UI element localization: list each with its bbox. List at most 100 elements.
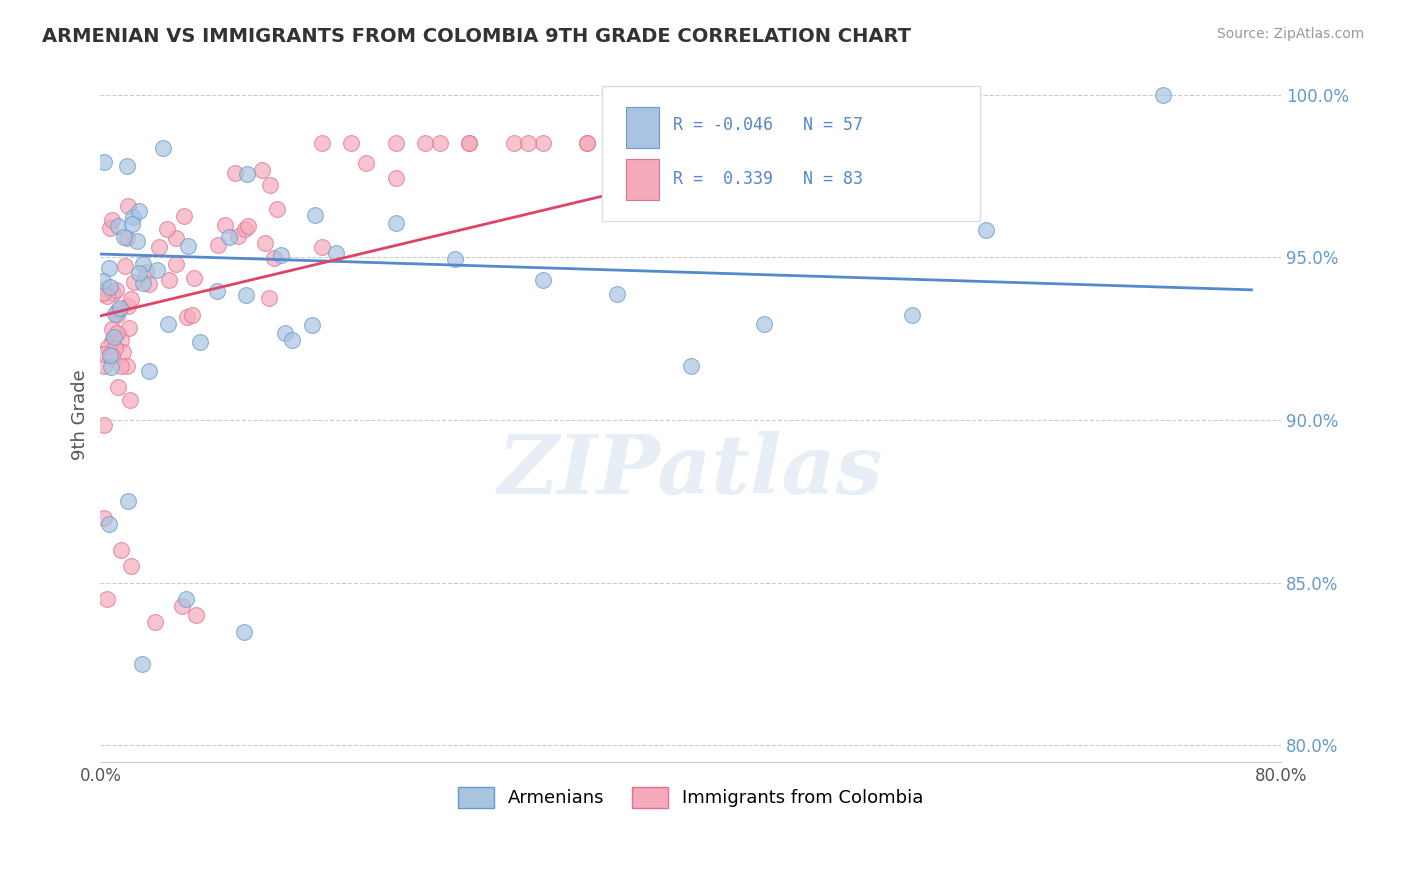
Point xyxy=(103,330,125,344)
Legend: Armenians, Immigrants from Colombia: Armenians, Immigrants from Colombia xyxy=(450,780,931,815)
Point xyxy=(117,494,139,508)
Point xyxy=(115,359,138,373)
Point xyxy=(91,274,114,288)
Point xyxy=(218,230,240,244)
Point xyxy=(183,271,205,285)
Point xyxy=(104,341,127,355)
Text: ZIPatlas: ZIPatlas xyxy=(498,431,883,510)
Point xyxy=(254,236,277,251)
Point xyxy=(128,203,150,218)
Text: R =  0.339   N = 83: R = 0.339 N = 83 xyxy=(673,170,863,188)
Point xyxy=(97,340,120,354)
Point xyxy=(127,235,149,249)
FancyBboxPatch shape xyxy=(602,86,980,221)
Point xyxy=(901,309,924,323)
Point xyxy=(93,347,115,361)
Point xyxy=(110,543,132,558)
Point xyxy=(98,220,121,235)
Point xyxy=(176,310,198,325)
Point xyxy=(103,286,125,301)
Point xyxy=(105,283,128,297)
Point xyxy=(107,303,129,318)
Point xyxy=(768,136,790,151)
Point xyxy=(93,359,115,374)
Point xyxy=(235,222,257,236)
Point xyxy=(157,318,180,332)
Point xyxy=(104,307,127,321)
Point xyxy=(174,592,197,607)
Point xyxy=(236,219,259,233)
Point xyxy=(224,166,246,180)
Point xyxy=(384,216,406,230)
Point xyxy=(184,608,207,623)
Text: R = -0.046   N = 57: R = -0.046 N = 57 xyxy=(673,116,863,135)
Point xyxy=(117,321,139,335)
Point xyxy=(143,615,166,629)
Point xyxy=(105,308,128,322)
Text: Source: ZipAtlas.com: Source: ZipAtlas.com xyxy=(1216,27,1364,41)
Point xyxy=(110,333,132,347)
Point xyxy=(384,170,406,185)
Point xyxy=(259,178,281,192)
Point xyxy=(266,202,288,216)
Point xyxy=(120,292,142,306)
Point xyxy=(679,359,702,373)
Point xyxy=(650,136,672,151)
Point xyxy=(145,262,167,277)
Point xyxy=(105,326,128,340)
Point xyxy=(173,209,195,223)
FancyBboxPatch shape xyxy=(626,159,659,200)
Point xyxy=(101,334,124,349)
Point xyxy=(96,592,118,607)
Point xyxy=(97,517,120,532)
Point xyxy=(181,308,204,322)
Point xyxy=(754,318,776,332)
Point xyxy=(100,359,122,374)
Point xyxy=(340,136,363,151)
Point xyxy=(606,286,628,301)
Point xyxy=(188,334,211,349)
Text: ARMENIAN VS IMMIGRANTS FROM COLOMBIA 9TH GRADE CORRELATION CHART: ARMENIAN VS IMMIGRANTS FROM COLOMBIA 9TH… xyxy=(42,27,911,45)
Point xyxy=(93,510,115,524)
Point xyxy=(207,238,229,252)
Point xyxy=(107,379,129,393)
Point xyxy=(311,136,333,151)
Point xyxy=(120,559,142,574)
Point xyxy=(458,136,481,151)
Point xyxy=(107,219,129,233)
Point xyxy=(531,136,554,151)
Point xyxy=(165,231,187,245)
Point xyxy=(121,217,143,231)
Point xyxy=(110,301,132,315)
Point xyxy=(576,136,599,151)
Point xyxy=(250,162,273,177)
Point xyxy=(325,245,347,260)
Point xyxy=(132,276,155,290)
Point xyxy=(620,136,643,151)
Point xyxy=(101,213,124,227)
Point xyxy=(226,229,249,244)
Point xyxy=(679,136,702,151)
Point xyxy=(112,229,135,244)
Point xyxy=(214,219,236,233)
Point xyxy=(636,136,658,151)
Point xyxy=(98,280,121,294)
Point xyxy=(117,159,139,173)
Point xyxy=(270,248,292,262)
Point xyxy=(124,275,146,289)
Point xyxy=(413,136,436,151)
Point xyxy=(111,345,134,359)
Point xyxy=(97,261,120,276)
Point xyxy=(131,257,153,271)
Point xyxy=(122,211,145,225)
Point xyxy=(152,141,174,155)
Point xyxy=(974,222,997,236)
Point xyxy=(274,326,297,341)
Point xyxy=(606,136,628,151)
Point xyxy=(96,289,118,303)
Point xyxy=(257,291,280,305)
Point xyxy=(517,136,540,151)
Point xyxy=(117,299,139,313)
Point xyxy=(138,277,160,291)
Point xyxy=(148,240,170,254)
